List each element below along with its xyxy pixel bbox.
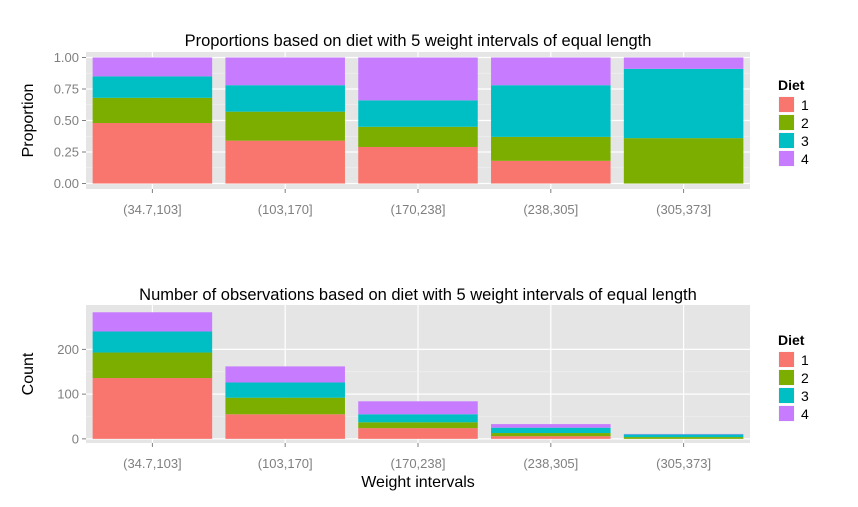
legend-label: 4 xyxy=(801,406,809,422)
legend-title: Diet xyxy=(778,77,805,93)
x-axis-label: Weight intervals xyxy=(361,474,475,491)
y-tick-label: 0.75 xyxy=(54,81,79,96)
legend-label: 3 xyxy=(801,133,809,149)
bar-segment-diet-2 xyxy=(225,111,345,141)
bar-segment-diet-2 xyxy=(358,126,478,147)
bar-segment-diet-4 xyxy=(623,57,744,69)
legend-title: Diet xyxy=(778,332,805,348)
legend-swatch-diet-4 xyxy=(779,406,794,421)
bar-segment-diet-4 xyxy=(358,401,478,415)
y-tick-label: 1.00 xyxy=(54,50,79,65)
bar-segment-diet-3 xyxy=(623,434,744,438)
bar-segment-diet-4 xyxy=(92,312,213,332)
y-tick-label: 0 xyxy=(72,431,79,446)
legend: Diet 1 2 3 4 xyxy=(777,77,809,168)
bar-segment-diet-3 xyxy=(491,85,611,137)
bar-segment-diet-2 xyxy=(491,433,611,437)
bar-segment-diet-1 xyxy=(491,160,611,184)
bar-segment-diet-1 xyxy=(491,436,611,439)
chart-title: Proportions based on diet with 5 weight … xyxy=(185,32,652,50)
bar-segment-diet-1 xyxy=(225,140,345,184)
chart-panel-1: 0.00 0.25 0.50 0.75 1.00 (34.7,103] (103,170] (… xyxy=(20,32,809,217)
legend-swatch-diet-1 xyxy=(779,352,794,367)
x-tick-label: (170,238] xyxy=(391,202,446,217)
y-axis-label: Count xyxy=(20,352,37,395)
bar-segment-diet-3 xyxy=(358,100,478,127)
bar-segment-diet-4 xyxy=(225,57,345,86)
x-tick-label: (34.7,103] xyxy=(123,456,182,471)
legend-swatch-diet-2 xyxy=(779,370,794,385)
bar-segment-diet-3 xyxy=(623,68,744,139)
bar-segment-diet-2 xyxy=(491,136,611,161)
legend-label: 2 xyxy=(801,115,809,131)
x-tick-label: (170,238] xyxy=(391,456,446,471)
bar-segment-diet-1 xyxy=(92,123,213,184)
x-tick-label: (238,305] xyxy=(523,202,578,217)
legend-swatch-diet-4 xyxy=(779,151,794,166)
legend-label: 1 xyxy=(801,352,809,368)
x-tick-label: (34.7,103] xyxy=(123,202,182,217)
bar-segment-diet-1 xyxy=(92,378,213,439)
bar-segment-diet-1 xyxy=(358,428,478,439)
x-tick-label: (103,170] xyxy=(258,202,313,217)
legend-label: 1 xyxy=(801,97,809,113)
bar-segment-diet-4 xyxy=(225,366,345,383)
bar-segment-diet-1 xyxy=(358,146,478,184)
x-tick-label: (305,373] xyxy=(656,456,711,471)
bar-segment-diet-4 xyxy=(358,57,478,101)
x-tick-label: (305,373] xyxy=(656,202,711,217)
y-tick-label: 100 xyxy=(57,387,79,402)
bar-segment-diet-2 xyxy=(358,422,478,429)
legend-label: 2 xyxy=(801,370,809,386)
bar-segment-diet-2 xyxy=(92,352,213,379)
bar-segment-diet-3 xyxy=(92,76,213,98)
legend-label: 4 xyxy=(801,151,809,167)
x-tick-label: (103,170] xyxy=(258,456,313,471)
legend-label: 3 xyxy=(801,388,809,404)
bar-segment-diet-4 xyxy=(92,57,213,77)
y-tick-label: 0.00 xyxy=(54,176,79,191)
legend-swatch-diet-2 xyxy=(779,115,794,130)
bar-segment-diet-2 xyxy=(225,397,345,415)
bar-segment-diet-3 xyxy=(491,427,611,434)
y-tick-label: 0.50 xyxy=(54,113,79,128)
y-tick-label: 0.25 xyxy=(54,145,79,160)
y-axis-label: Proportion xyxy=(20,84,37,158)
bar-segment-diet-3 xyxy=(225,382,345,398)
bar-segment-diet-4 xyxy=(491,424,611,428)
legend-swatch-diet-3 xyxy=(779,388,794,403)
chart-title: Number of observations based on diet wit… xyxy=(139,286,697,304)
y-tick-label: 200 xyxy=(57,342,79,357)
bar-segment-diet-2 xyxy=(623,437,744,439)
bar-segment-diet-2 xyxy=(623,138,744,184)
legend-swatch-diet-1 xyxy=(779,97,794,112)
bar-segment-diet-4 xyxy=(491,57,611,86)
bar-segment-diet-3 xyxy=(358,414,478,423)
x-tick-label: (238,305] xyxy=(523,456,578,471)
bar-segment-diet-3 xyxy=(92,331,213,353)
bar-segment-diet-3 xyxy=(225,85,345,112)
legend-swatch-diet-3 xyxy=(779,133,794,148)
bar-segment-diet-1 xyxy=(225,414,345,439)
legend: Diet 1 2 3 4 xyxy=(777,332,809,423)
bar-segment-diet-2 xyxy=(92,97,213,124)
chart-panel-2: 0 100 200 (34.7,103] (103,170] (170,238] (238,… xyxy=(20,286,809,491)
